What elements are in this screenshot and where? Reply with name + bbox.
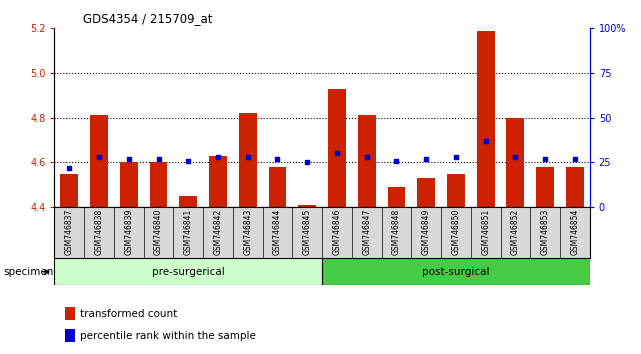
Text: percentile rank within the sample: percentile rank within the sample: [79, 331, 256, 341]
Text: post-surgical: post-surgical: [422, 267, 490, 277]
Bar: [120, 162, 138, 207]
Text: GSM746841: GSM746841: [184, 209, 193, 255]
Bar: [328, 88, 346, 207]
Text: GSM746842: GSM746842: [213, 209, 222, 255]
Text: GSM746844: GSM746844: [273, 209, 282, 255]
Point: [94, 154, 104, 160]
Point: [391, 158, 401, 164]
Text: GSM746850: GSM746850: [451, 209, 460, 255]
Bar: [65, 330, 75, 342]
Text: GSM746847: GSM746847: [362, 209, 371, 255]
Point: [64, 165, 74, 171]
Bar: [536, 167, 554, 207]
Bar: [239, 113, 256, 207]
Bar: [179, 196, 197, 207]
Point: [183, 158, 194, 164]
Text: specimen: specimen: [3, 267, 54, 277]
Text: GSM746849: GSM746849: [422, 209, 431, 255]
Point: [213, 154, 223, 160]
Point: [362, 154, 372, 160]
Bar: [477, 30, 495, 207]
Bar: [417, 178, 435, 207]
Point: [272, 156, 283, 162]
Text: GSM746848: GSM746848: [392, 209, 401, 255]
Point: [124, 156, 134, 162]
Point: [451, 154, 461, 160]
Bar: [566, 167, 584, 207]
Point: [510, 154, 520, 160]
Point: [302, 160, 312, 165]
Text: GSM746845: GSM746845: [303, 209, 312, 255]
Point: [153, 156, 163, 162]
Text: GSM746839: GSM746839: [124, 209, 133, 255]
Point: [570, 156, 580, 162]
Text: GSM746837: GSM746837: [65, 209, 74, 255]
Point: [540, 156, 550, 162]
Text: GSM746853: GSM746853: [540, 209, 549, 255]
Bar: [209, 156, 227, 207]
Bar: [388, 187, 405, 207]
Bar: [322, 258, 590, 285]
Point: [421, 156, 431, 162]
Bar: [60, 173, 78, 207]
Text: GSM746846: GSM746846: [333, 209, 342, 255]
Bar: [149, 162, 167, 207]
Bar: [90, 115, 108, 207]
Text: GSM746851: GSM746851: [481, 209, 490, 255]
Text: pre-surgerical: pre-surgerical: [152, 267, 224, 277]
Text: transformed count: transformed count: [79, 309, 177, 319]
Bar: [54, 258, 322, 285]
Point: [243, 154, 253, 160]
Bar: [269, 167, 287, 207]
Point: [332, 151, 342, 156]
Bar: [447, 173, 465, 207]
Text: GSM746840: GSM746840: [154, 209, 163, 255]
Bar: [506, 118, 524, 207]
Text: GDS4354 / 215709_at: GDS4354 / 215709_at: [83, 12, 213, 25]
Bar: [65, 307, 75, 320]
Text: GSM746843: GSM746843: [244, 209, 253, 255]
Bar: [298, 205, 316, 207]
Text: GSM746854: GSM746854: [570, 209, 579, 255]
Text: GSM746838: GSM746838: [95, 209, 104, 255]
Point: [481, 138, 491, 144]
Text: GSM746852: GSM746852: [511, 209, 520, 255]
Bar: [358, 115, 376, 207]
